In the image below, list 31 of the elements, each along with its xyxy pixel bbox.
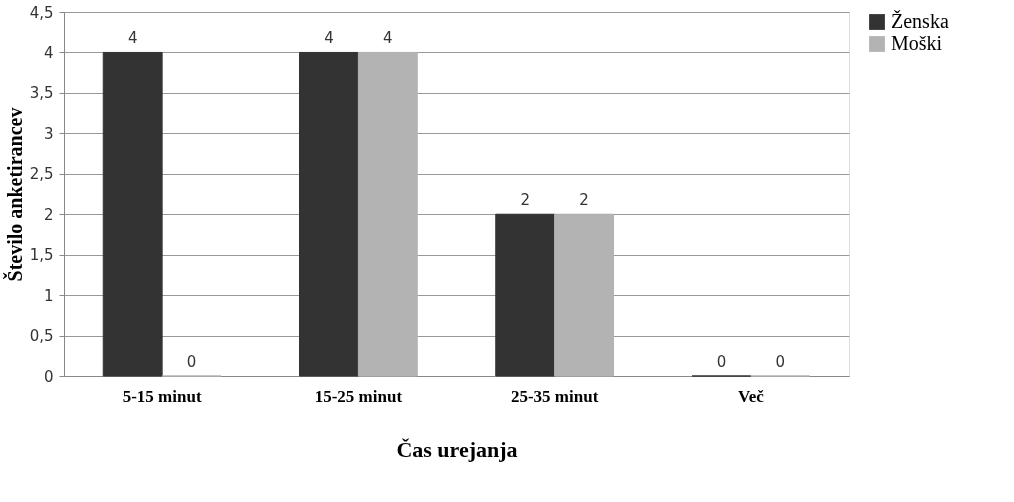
legend-label: Ženska — [891, 10, 949, 32]
x-tick-label: 5-15 minut — [122, 386, 202, 406]
legend-label: Moški — [891, 32, 943, 54]
bar — [357, 51, 418, 377]
y-tick-label: 0,5 — [29, 327, 54, 346]
y-tick-label: 1 — [43, 286, 54, 305]
data-label: 4 — [127, 29, 138, 48]
x-tick-label: Več — [737, 386, 765, 406]
y-tick-label: 2 — [43, 205, 54, 224]
data-label: 4 — [324, 29, 334, 48]
x-axis-title: Čas urejanja — [396, 436, 518, 462]
data-label: 0 — [186, 353, 197, 371]
bar — [299, 51, 359, 377]
data-label: 0 — [775, 353, 786, 371]
data-label: 4 — [383, 29, 393, 48]
y-tick-label: 3,5 — [29, 84, 54, 103]
y-tick-label: 4 — [43, 43, 54, 62]
data-label: 2 — [579, 191, 589, 210]
y-tick-label: 3 — [43, 124, 54, 143]
bar — [495, 213, 556, 377]
x-tick-label: 15-25 minut — [314, 386, 403, 406]
bar — [554, 213, 614, 377]
y-tick-label: 1,5 — [29, 246, 54, 265]
data-label: 2 — [520, 191, 530, 210]
y-tick-label: 2,5 — [29, 165, 54, 184]
x-tick-label: 25-35 minut — [510, 386, 599, 406]
bar — [102, 51, 163, 377]
y-tick-label: 0 — [43, 367, 54, 386]
y-tick-label: 4,5 — [29, 3, 54, 22]
data-label: 0 — [716, 353, 727, 371]
y-axis-title: Število anketirancev — [2, 107, 26, 282]
